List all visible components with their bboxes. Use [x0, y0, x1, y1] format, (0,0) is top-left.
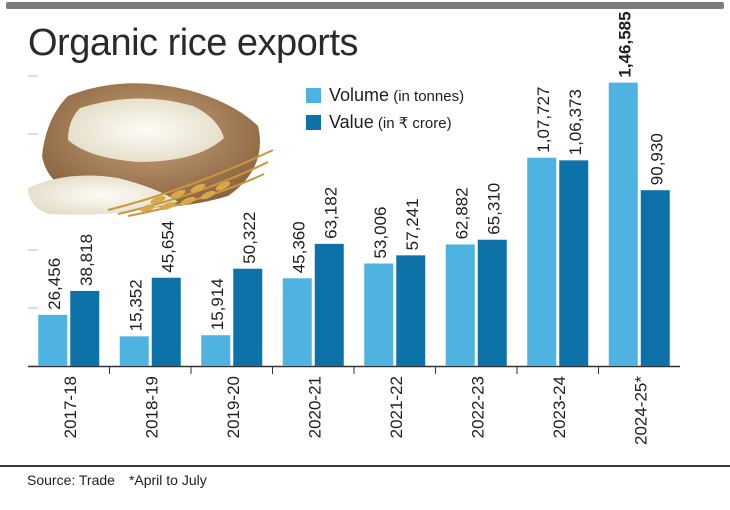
data-label: 62,882 [452, 187, 471, 239]
data-label: 45,360 [289, 221, 308, 273]
data-label: 65,310 [484, 183, 503, 235]
footer-rule [0, 465, 730, 467]
data-label: 63,182 [321, 187, 340, 239]
data-label: 57,241 [403, 198, 422, 250]
bar-volume-2023-24 [527, 157, 557, 366]
legend-unit-volume: (in tonnes) [389, 88, 465, 105]
data-label: 15,914 [208, 278, 227, 330]
bars [38, 82, 670, 374]
data-label: 26,456 [45, 258, 64, 310]
bar-volume-2021-22 [364, 263, 394, 366]
bar-value-2022-23 [477, 239, 507, 366]
bar-volume-2018-19 [119, 336, 149, 366]
bar-value-2024-25* [640, 190, 670, 366]
category-label: 2023-24 [550, 376, 569, 438]
bar-volume-2019-20 [201, 335, 231, 366]
category-label: 2021-22 [387, 376, 406, 438]
category-label: 2020-21 [305, 376, 324, 438]
legend-label-volume: Volume [329, 85, 390, 105]
value-labels: 26,456 38,818 15,352 45,654 15,914 50,322 45,3… [45, 11, 667, 331]
legend-item-value: Value (in ₹ crore) [306, 109, 464, 136]
legend: Volume (in tonnes) Value (in ₹ crore) [306, 82, 464, 136]
legend-unit-value: (in ₹ crore) [373, 115, 452, 132]
category-label: 2017-18 [61, 376, 80, 438]
legend-item-volume: Volume (in tonnes) [306, 82, 464, 109]
legend-swatch-volume [306, 88, 321, 103]
category-label: 2018-19 [142, 376, 161, 438]
legend-swatch-value [306, 115, 321, 130]
rice-sack-image [28, 83, 274, 217]
source-note: Source: Trade [27, 472, 115, 488]
data-label: 53,006 [371, 207, 390, 259]
bar-value-2019-20 [233, 268, 263, 366]
bar-value-2021-22 [396, 255, 426, 366]
data-label: 1,06,373 [566, 89, 585, 155]
data-label: 50,322 [240, 212, 259, 264]
category-label: 2022-23 [468, 376, 487, 438]
category-label: 2019-20 [224, 376, 243, 438]
data-label: 90,930 [647, 133, 666, 185]
top-rule [6, 2, 724, 9]
bar-volume-2020-21 [282, 278, 312, 366]
bar-value-2018-19 [151, 277, 181, 366]
chart-title: Organic rice exports [28, 22, 359, 64]
bar-volume-2022-23 [445, 244, 475, 366]
bar-value-2020-21 [314, 243, 344, 366]
bar-value-2023-24 [559, 160, 589, 366]
bar-value-2017-18 [70, 290, 100, 366]
data-label: 15,352 [126, 279, 145, 331]
data-label: 38,818 [77, 234, 96, 286]
category-labels: 2017-18 2018-19 2019-20 2020-21 2021-22 2022-… [61, 376, 651, 445]
bar-volume-2024-25* [608, 82, 638, 367]
data-label: 1,46,585 [615, 11, 634, 77]
category-label: 2024-25* [631, 376, 650, 445]
data-label: 45,654 [158, 221, 177, 273]
legend-label-value: Value [329, 112, 374, 132]
footnote: *April to July [128, 472, 207, 488]
bar-volume-2017-18 [38, 314, 68, 366]
footer: Source: Trade *April to July [27, 472, 221, 488]
data-label: 1,07,727 [534, 87, 553, 153]
